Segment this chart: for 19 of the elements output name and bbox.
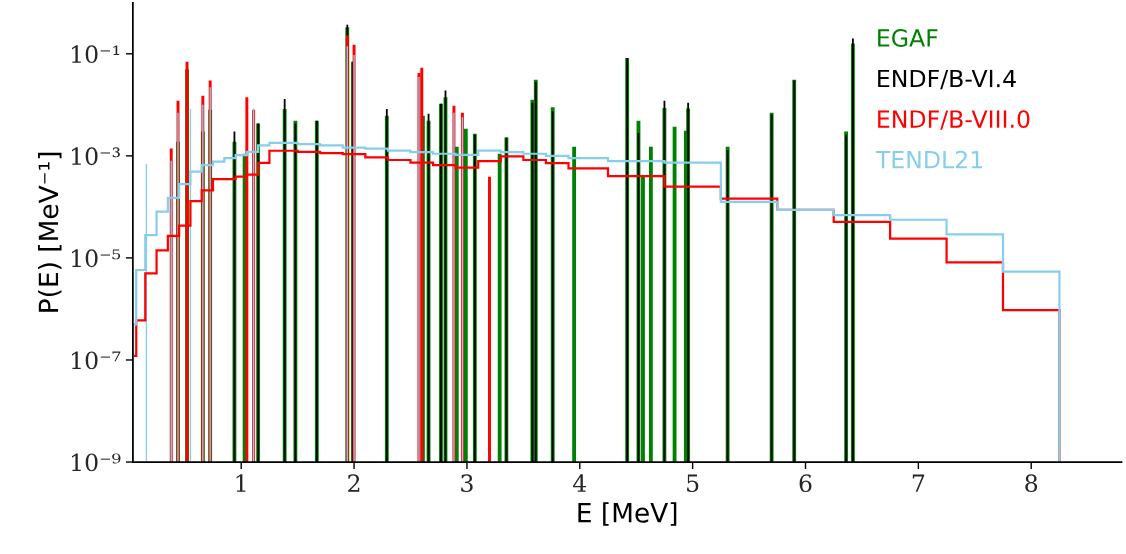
x-tick-label: 8 (1025, 474, 1038, 493)
series-label: ENDF/B-VI.4 (878, 69, 1016, 90)
x-tick-label: 3 (461, 474, 473, 493)
x-tick-label: 5 (687, 474, 699, 493)
x-axis-title: E [MeV] (578, 502, 677, 526)
y-tick-label: 10⁻³ (71, 147, 120, 166)
x-tick-label: 6 (799, 474, 812, 493)
y-tick-label: 10⁻¹ (71, 45, 120, 64)
x-tick-label: 7 (912, 474, 925, 492)
y-tick-label: 10⁻⁹ (71, 453, 121, 472)
text: ENDF/B-VIII.0 (878, 110, 1030, 130)
series-label: EGAF (878, 29, 938, 47)
y-tick-label: 10⁻⁵ (71, 249, 121, 268)
y-axis-title: P(E) [MeV⁻¹] (37, 152, 62, 312)
series-label: TENDL21 (875, 150, 983, 169)
x-tick-label: 1 (236, 474, 246, 492)
y-tick-label: 10⁻⁷ (71, 351, 121, 370)
x-tick-label: 2 (348, 474, 360, 492)
x-tick-label: 4 (573, 474, 587, 492)
